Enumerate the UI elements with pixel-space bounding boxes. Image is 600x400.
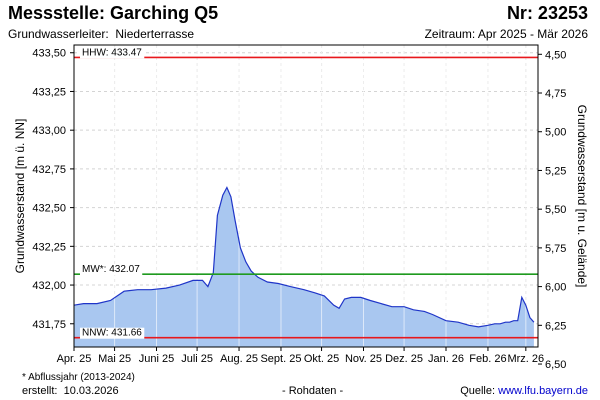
x-tick-label: Nov. 25 [345, 353, 382, 365]
y-tick-label: 432,50 [32, 203, 66, 215]
x-tick-label: Okt. 25 [304, 353, 339, 365]
x-tick-label: Mrz. 26 [507, 353, 544, 365]
x-tick-label: Feb. 26 [469, 353, 506, 365]
ref-label-hhw: HHW: 433.47 [82, 47, 142, 58]
y-tick-label: 431,75 [32, 319, 66, 331]
x-tick-label: Apr. 25 [57, 353, 92, 365]
created-info: erstellt: 10.03.2026 [22, 385, 119, 397]
aquifer-value: Niederterrasse [115, 27, 195, 41]
page-title: Messstelle: Garching Q5 [8, 3, 219, 23]
x-tick-label: Dez. 25 [385, 353, 423, 365]
y-tick-label: 433,25 [32, 86, 66, 98]
water-level-area [74, 187, 534, 347]
y-tick-label: 432,75 [32, 164, 66, 176]
aquifer-label: Grundwasserleiter: [8, 27, 109, 41]
y-tick-label: 432,25 [32, 241, 66, 253]
y2-tick-label: 5,50 [545, 204, 566, 216]
y-tick-label: 433,00 [32, 125, 66, 137]
raw-data-note: - Rohdaten - [282, 385, 344, 397]
ref-label-mw: MW*: 432.07 [82, 264, 140, 275]
y2-tick-label: 6,00 [545, 282, 566, 294]
ref-label-bg [80, 47, 145, 59]
y2-tick-label: 6,50 [545, 359, 566, 371]
created-date: 10.03.2026 [63, 385, 119, 397]
x-tick-label: Mai 25 [98, 353, 131, 365]
source-label: Quelle: [460, 385, 496, 397]
y2-tick-label: 5,00 [545, 127, 566, 139]
x-tick-label: Aug. 25 [220, 353, 258, 365]
y2-tick-label: 4,50 [545, 49, 566, 61]
source-info: Quelle: www.lfu.bayern.de [460, 385, 588, 397]
x-tick-label: Sept. 25 [260, 353, 301, 365]
ref-label-bg [80, 327, 145, 339]
plot-border [73, 44, 539, 348]
y-tick-label: 432,00 [32, 280, 66, 292]
ref-label-nnw: NNW: 431.66 [82, 328, 142, 339]
x-tick-label: Jan. 26 [428, 353, 464, 365]
period-label: Zeitraum: Apr 2025 - Mär 2026 [424, 27, 588, 41]
x-tick-label: Juni 25 [139, 353, 174, 365]
y-tick-label: 433,50 [32, 48, 66, 60]
source-link[interactable]: www.lfu.bayern.de [498, 385, 588, 397]
y2-tick-label: 5,75 [545, 243, 566, 255]
footnote: * Abflussjahr (2013-2024) [22, 372, 135, 383]
x-tick-label: Juli 25 [181, 353, 213, 365]
y2-tick-label: 6,25 [545, 320, 566, 332]
aquifer-info: Grundwasserleiter: Niederterrasse [8, 27, 194, 41]
water-level-line [73, 186, 535, 328]
y2-tick-label: 4,75 [545, 88, 566, 100]
y-axis-title: Grundwasserstand [m ü. NN] [13, 119, 27, 274]
ref-label-bg [80, 264, 143, 276]
created-label: erstellt: [22, 385, 58, 397]
y2-tick-label: 5,25 [545, 165, 566, 177]
station-number: Nr: 23253 [506, 3, 588, 23]
y2-axis-title: Grundwasserstand [m u. Gelände] [575, 105, 589, 288]
